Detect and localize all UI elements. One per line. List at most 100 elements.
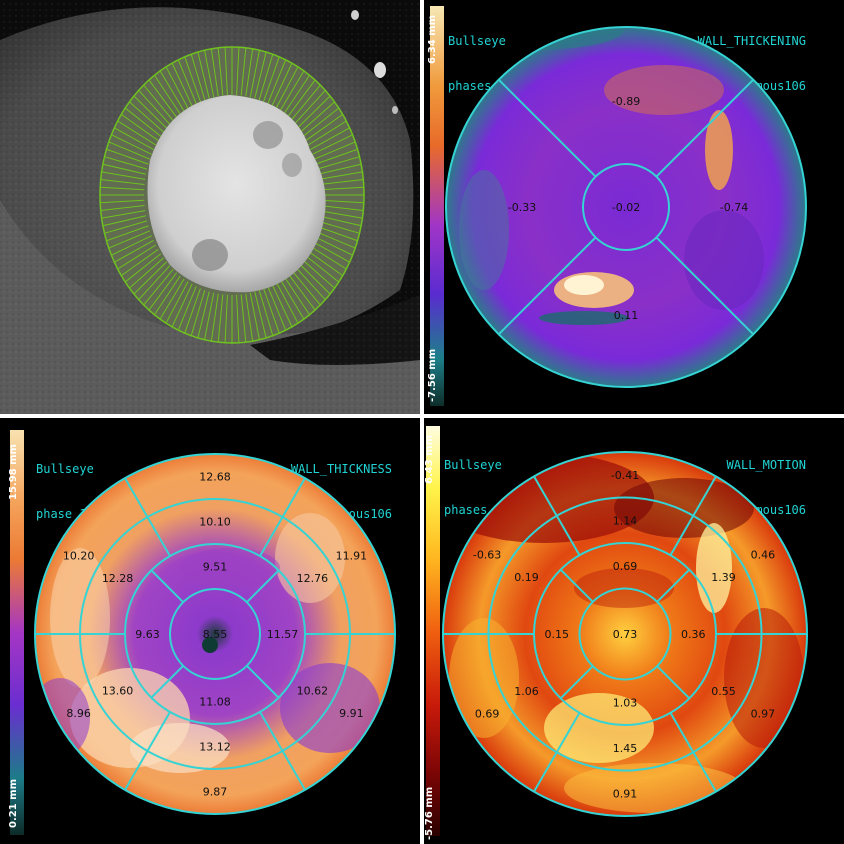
contour-segment xyxy=(124,253,162,283)
contour-segment xyxy=(165,66,189,109)
bullseye-plot[interactable]: -0.89 -0.33 -0.02 -0.74 0.11 xyxy=(424,0,844,414)
contour-segment xyxy=(254,291,267,339)
segment-value-mid-4: 1.45 xyxy=(613,742,638,755)
contour-segment xyxy=(153,74,181,115)
contour-segment xyxy=(310,127,350,151)
segment-value-apical-3: 1.03 xyxy=(613,696,638,709)
contour-segment xyxy=(117,120,157,146)
contour-segment xyxy=(159,70,185,112)
contour-segment xyxy=(315,225,358,242)
contour-segment xyxy=(114,127,154,151)
contour-segment xyxy=(106,225,149,242)
segment-value-apical-4: 0.15 xyxy=(545,628,570,641)
contour-segment xyxy=(258,289,274,336)
contour-segment xyxy=(240,294,247,343)
colorbar xyxy=(426,426,440,836)
contour-segment xyxy=(138,90,171,125)
contour-segment xyxy=(108,141,151,160)
contour-segment xyxy=(302,107,340,137)
segment-value-apical-1: 0.69 xyxy=(613,560,638,573)
contour-segment xyxy=(133,261,167,295)
contour-segment xyxy=(210,48,219,97)
contour-segment xyxy=(319,186,364,191)
map-type-label: Bullseye xyxy=(448,34,506,48)
segment-value-basal-4: 9.87 xyxy=(203,786,228,799)
contour-segment xyxy=(101,171,146,180)
contour-segment xyxy=(283,74,311,115)
contour-segment xyxy=(111,235,152,256)
segment-value-basal-6: -0.63 xyxy=(473,548,501,561)
contour-segment xyxy=(316,220,360,234)
contour-segment xyxy=(317,215,362,227)
contour-segment xyxy=(302,253,340,283)
contour-segment xyxy=(290,84,321,122)
contour-segment xyxy=(184,288,201,334)
segment-value-basal-5: 0.69 xyxy=(475,708,500,721)
contour-segment xyxy=(258,54,274,101)
contour-segment xyxy=(267,286,287,331)
segment-value-apical-1: 9.51 xyxy=(203,561,228,574)
contour-segment xyxy=(305,113,343,141)
segment-value-apex: -0.02 xyxy=(612,201,640,214)
map-type-label: Bullseye xyxy=(36,462,94,476)
contour-segment xyxy=(300,257,335,289)
measure-label: WALL_THICKENING xyxy=(697,34,806,48)
contour-segment xyxy=(286,272,316,311)
contour-segment xyxy=(313,230,356,249)
segment-value-mid-2: 1.39 xyxy=(711,571,736,584)
contour-segment xyxy=(153,275,181,316)
ct-image xyxy=(0,0,420,414)
contour-segment xyxy=(319,179,364,186)
segment-value-basal-3: 0.97 xyxy=(751,708,776,721)
contour-segment xyxy=(290,268,321,306)
segment-value-mid-6: 12.28 xyxy=(102,572,134,585)
segment-value-basal-5: 8.96 xyxy=(66,707,91,720)
contour-segment xyxy=(279,70,305,112)
contour-segment xyxy=(190,54,206,101)
contour-segment xyxy=(263,288,280,334)
segment-value-mid-3: 10.62 xyxy=(297,684,329,697)
segment-value-basal-1: 12.68 xyxy=(199,471,231,484)
contour-segment xyxy=(286,79,316,118)
colorbar xyxy=(10,430,24,835)
contour-segment xyxy=(148,79,178,118)
segment-value-apex: 8.55 xyxy=(203,628,228,641)
wall-thickness-panel[interactable]: 15.98 mm 0.21 mm Bullseye phase 190% WAL… xyxy=(0,418,420,844)
contour-segment xyxy=(315,148,358,165)
colorbar xyxy=(430,6,444,406)
contour-segment xyxy=(307,244,347,270)
panel-divider-horizontal xyxy=(0,414,844,418)
contour-segment xyxy=(143,268,174,306)
contour-segment xyxy=(279,278,305,320)
segment-value-septal: -0.33 xyxy=(508,201,536,214)
contour-segment xyxy=(317,163,362,175)
bullseye-plot[interactable]: 12.68 10.10 11.91 12.76 9.91 10.62 9.87 13.12 8.… xyxy=(0,418,420,844)
contour-segment xyxy=(267,59,287,104)
segment-value-basal-2: 11.91 xyxy=(336,549,368,562)
bullseye-plot[interactable]: -0.41 1.14 0.46 1.39 0.97 0.55 0.91 1.45 0.69 1.0… xyxy=(424,418,844,844)
contour-segment xyxy=(129,257,164,289)
contour-segment xyxy=(297,95,331,129)
contour-segment xyxy=(197,291,210,339)
contour-segment xyxy=(236,294,240,343)
wall-thickening-panel[interactable]: 6.34 mm -7.56 mm Bullseye phases 190%/10… xyxy=(424,0,844,414)
contour-segment xyxy=(204,292,215,340)
measure-label: WALL_THICKNESS xyxy=(290,462,392,476)
panel-divider-vertical xyxy=(420,0,424,844)
contour-segment xyxy=(293,265,326,300)
contour-segment xyxy=(129,101,164,133)
contour-segment xyxy=(184,56,201,102)
segment-value-apex: 0.73 xyxy=(613,628,638,641)
contour-segment xyxy=(197,51,210,99)
contour-segment xyxy=(121,249,159,277)
segment-value-mid-2: 12.76 xyxy=(297,572,329,585)
contour-segment xyxy=(313,141,356,160)
contour-segment xyxy=(177,286,197,331)
contour-segment xyxy=(318,171,363,180)
wall-motion-panel[interactable]: 6.43 mm -5.76 mm Bullseye phases 190%/10… xyxy=(424,418,844,844)
ct-short-axis-view[interactable] xyxy=(0,0,420,414)
segment-value-mid-5: 13.60 xyxy=(102,684,134,697)
contour-segment xyxy=(106,148,149,165)
contour-segment xyxy=(100,199,145,204)
contour-segment xyxy=(245,293,254,342)
